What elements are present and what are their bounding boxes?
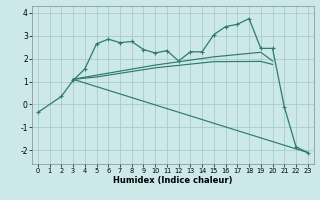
X-axis label: Humidex (Indice chaleur): Humidex (Indice chaleur) xyxy=(113,176,233,185)
